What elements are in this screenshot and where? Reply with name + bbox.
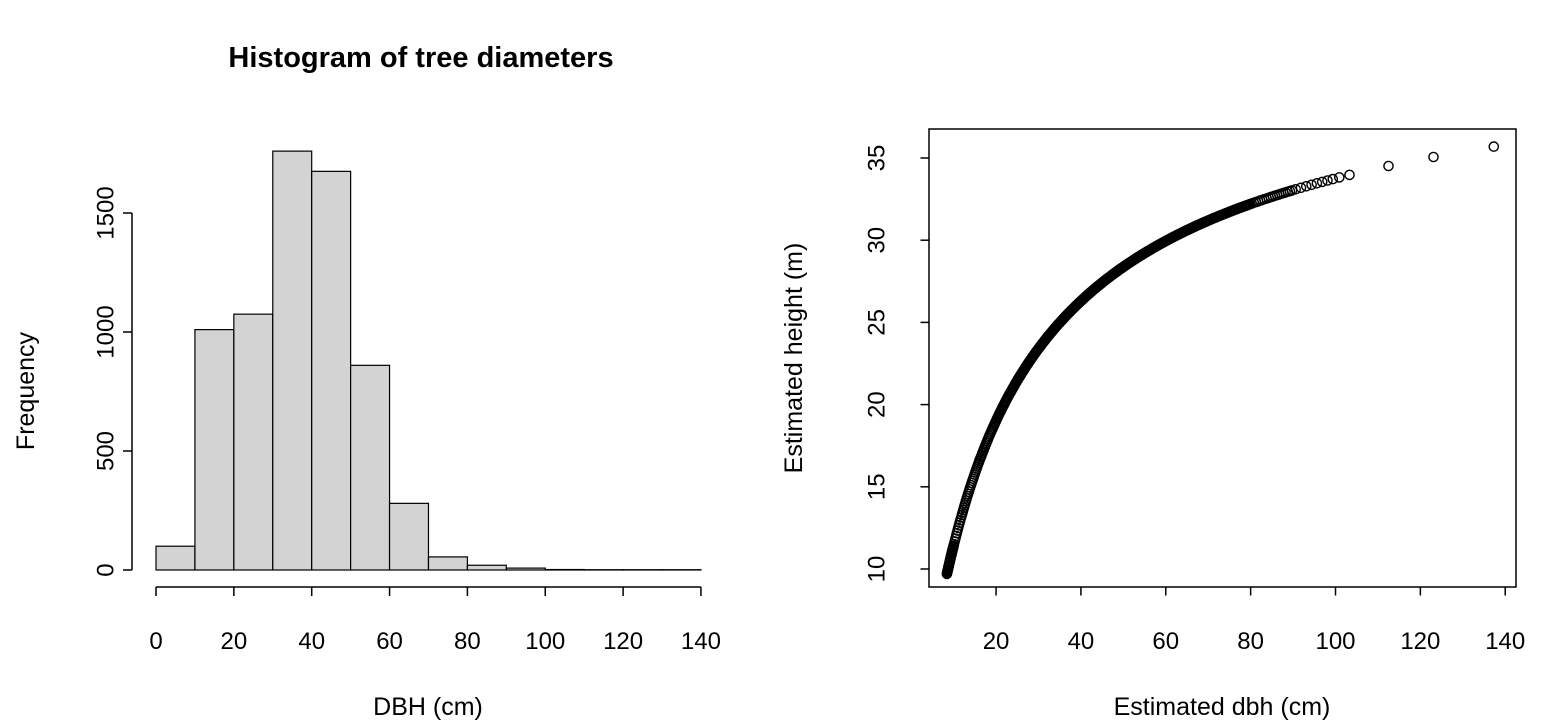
scatter-point (1327, 173, 1339, 185)
histogram-bar (194, 329, 235, 571)
histogram-x-axis-label: DBH (cm) (373, 693, 483, 721)
scatter-point (1334, 172, 1345, 183)
scatter-x-tick-label: 100 (1315, 628, 1355, 655)
scatter-y-tick-label: 15 (864, 473, 891, 500)
scatter-x-tick-label: 120 (1400, 628, 1440, 655)
scatter-x-tick-label: 40 (1068, 628, 1095, 655)
histogram-x-tick-label: 0 (149, 628, 162, 655)
histogram-x-tick-label: 80 (454, 628, 481, 655)
histogram-bar (272, 150, 313, 571)
scatter-point (1383, 160, 1394, 172)
histogram-y-tick-label: 500 (93, 431, 120, 471)
scatter-y-tick-label: 20 (864, 391, 891, 418)
histogram-y-tick-label: 1500 (93, 186, 120, 239)
histogram-x-tick-label: 100 (525, 628, 565, 655)
histogram-bar (466, 564, 507, 571)
histogram-x-tick-label: 20 (220, 628, 247, 655)
scatter-x-tick-label: 60 (1152, 628, 1179, 655)
scatter-x-tick-label: 140 (1485, 628, 1525, 655)
scatter-y-tick-label: 30 (864, 227, 891, 254)
scatter-point (1301, 180, 1312, 192)
scatter-point (1295, 182, 1307, 194)
histogram-y-tick-label: 1000 (93, 305, 120, 358)
scatter-y-tick-label: 25 (864, 309, 891, 336)
histogram-bar (427, 556, 469, 571)
histogram-x-tick-label: 40 (298, 628, 325, 655)
scatter-point (1316, 176, 1328, 188)
scatter-x-tick-label: 20 (983, 628, 1010, 655)
scatter-plot-box (928, 128, 1517, 588)
scatter-point (1322, 175, 1333, 186)
scatter-y-tick-label: 35 (864, 145, 891, 172)
scatter-y-tick-label: 10 (864, 556, 891, 583)
scatter-point (1488, 141, 1500, 152)
scatter-x-axis-label: Estimated dbh (cm) (1113, 693, 1331, 721)
scatter-point (1344, 169, 1355, 181)
histogram-x-tick-label: 120 (603, 628, 643, 655)
scatter-point (1306, 179, 1317, 191)
histogram-bar (311, 170, 352, 571)
scatter-point (1428, 151, 1439, 163)
histogram-bar (155, 545, 196, 571)
histogram-x-tick-label: 140 (681, 628, 721, 655)
histogram-bar (350, 364, 391, 571)
histogram-x-tick-label: 60 (376, 628, 403, 655)
scatter-point (1290, 183, 1301, 195)
histogram-y-tick-label: 0 (93, 563, 120, 576)
scatter-point (1311, 177, 1323, 189)
scatter-x-tick-label: 80 (1237, 628, 1264, 655)
histogram-bar (505, 567, 546, 571)
histogram-bar (233, 313, 274, 571)
histogram-title: Histogram of tree diameters (228, 42, 614, 74)
histogram-bar (388, 502, 430, 571)
